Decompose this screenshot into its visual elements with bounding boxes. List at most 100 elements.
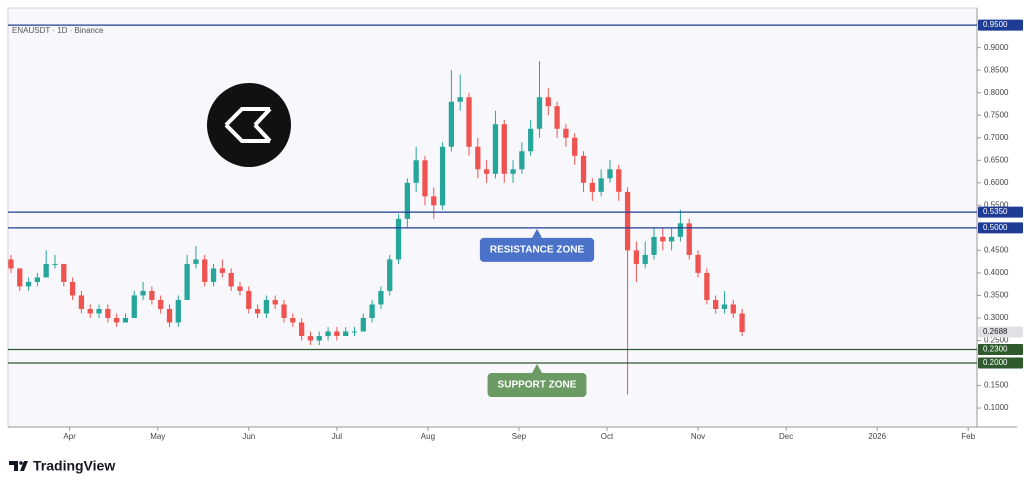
candle-body bbox=[281, 304, 287, 318]
candle-body bbox=[290, 317, 296, 323]
candle-body bbox=[492, 124, 499, 174]
candle-body bbox=[351, 331, 358, 333]
y-tick-label: 0.4500 bbox=[984, 245, 1009, 254]
candle-body bbox=[237, 286, 243, 291]
candle-body bbox=[61, 263, 67, 282]
candle-body bbox=[677, 223, 684, 237]
candle-body bbox=[589, 182, 595, 192]
candle-body bbox=[43, 263, 49, 278]
y-tick-label: 0.7500 bbox=[984, 110, 1009, 119]
candle-body bbox=[660, 236, 666, 242]
x-tick-label: 2026 bbox=[868, 432, 886, 441]
candle-body bbox=[572, 137, 578, 156]
candle-body bbox=[343, 331, 349, 336]
candle-body bbox=[114, 317, 120, 323]
candle-body bbox=[448, 101, 455, 147]
y-tick-label: 0.2500 bbox=[984, 336, 1009, 345]
candle-body bbox=[422, 160, 428, 197]
candle-body bbox=[316, 335, 322, 341]
candle-body bbox=[730, 304, 736, 314]
candle-body bbox=[395, 218, 402, 260]
y-tick-label: 0.5500 bbox=[984, 200, 1009, 209]
candle-body bbox=[580, 155, 587, 183]
level-label: 0.2000 bbox=[983, 358, 1008, 367]
candle-body bbox=[219, 268, 225, 273]
candle-body bbox=[439, 146, 446, 206]
x-tick-label: Apr bbox=[63, 432, 76, 441]
x-tick-label: Jul bbox=[332, 432, 342, 441]
y-tick-label: 0.3000 bbox=[984, 313, 1009, 322]
candle-body bbox=[254, 308, 261, 314]
candle-body bbox=[510, 169, 516, 174]
candle-body bbox=[501, 124, 507, 174]
candle-body bbox=[140, 290, 146, 296]
level-tag bbox=[978, 19, 1023, 31]
y-tick-label: 0.6000 bbox=[984, 178, 1009, 187]
zone-label: RESISTANCE ZONE bbox=[490, 245, 585, 256]
candle-body bbox=[554, 106, 560, 129]
candle-body bbox=[246, 290, 252, 309]
candle-body bbox=[563, 128, 569, 138]
candle-body bbox=[325, 331, 331, 336]
x-tick-label: Aug bbox=[421, 432, 435, 441]
y-tick-label: 0.4000 bbox=[984, 268, 1009, 277]
candle-body bbox=[457, 97, 463, 102]
y-tick-label: 0.1500 bbox=[984, 381, 1009, 390]
candle-body bbox=[431, 196, 437, 206]
candle-body bbox=[52, 263, 58, 265]
last-price-tag bbox=[978, 326, 1023, 338]
candle-body bbox=[475, 146, 481, 170]
y-tick-label: 0.9000 bbox=[984, 43, 1009, 52]
level-label: 0.2300 bbox=[983, 345, 1008, 354]
y-tick-label: 0.6500 bbox=[984, 155, 1009, 164]
candle-body bbox=[598, 178, 604, 192]
candle-body bbox=[360, 317, 366, 332]
candle-body bbox=[34, 277, 41, 282]
candle-body bbox=[404, 182, 410, 219]
plot-area bbox=[7, 7, 978, 428]
candle-body bbox=[624, 191, 631, 251]
candle-body bbox=[184, 263, 190, 300]
y-tick-label: 0.8000 bbox=[984, 88, 1009, 97]
candle-body bbox=[369, 304, 375, 318]
level-tag bbox=[978, 357, 1023, 369]
candle-body bbox=[69, 281, 76, 296]
candle-body bbox=[695, 254, 701, 273]
last-price-label: 0.2688 bbox=[983, 327, 1008, 336]
candle-body bbox=[78, 295, 85, 309]
candle-body bbox=[651, 236, 657, 255]
candle-body bbox=[17, 268, 23, 287]
level-tag bbox=[978, 344, 1023, 356]
level-label: 0.5000 bbox=[983, 223, 1008, 232]
candle-body bbox=[536, 97, 543, 129]
candle-body bbox=[8, 259, 14, 269]
candle-body bbox=[25, 281, 32, 287]
candle-body bbox=[210, 268, 217, 282]
level-tag bbox=[978, 222, 1023, 234]
candle-body bbox=[378, 290, 384, 305]
candle-body bbox=[193, 259, 199, 264]
x-tick-label: Jun bbox=[242, 432, 255, 441]
level-label: 0.9500 bbox=[983, 20, 1008, 29]
zone-box bbox=[487, 373, 587, 398]
candle-body bbox=[175, 299, 181, 323]
candle-body bbox=[87, 308, 93, 314]
candle-body bbox=[413, 160, 419, 183]
candle-body bbox=[228, 272, 234, 287]
zone-arrow bbox=[532, 364, 542, 374]
footer: TradingView bbox=[9, 458, 115, 474]
logo bbox=[207, 83, 291, 167]
candle-body bbox=[149, 290, 155, 300]
candle-body bbox=[334, 331, 340, 336]
y-tick-label: 0.3500 bbox=[984, 291, 1009, 300]
x-tick-label: Feb bbox=[961, 432, 975, 441]
x-tick-label: Oct bbox=[601, 432, 614, 441]
symbol-label: ENAUSDT · 1D · Binance bbox=[12, 26, 104, 35]
x-tick-label: Dec bbox=[779, 432, 793, 441]
candle-body bbox=[721, 304, 728, 309]
candle-body bbox=[704, 272, 710, 300]
candle-body bbox=[158, 299, 164, 309]
level-tag bbox=[978, 206, 1023, 218]
level-label: 0.5350 bbox=[983, 207, 1008, 216]
